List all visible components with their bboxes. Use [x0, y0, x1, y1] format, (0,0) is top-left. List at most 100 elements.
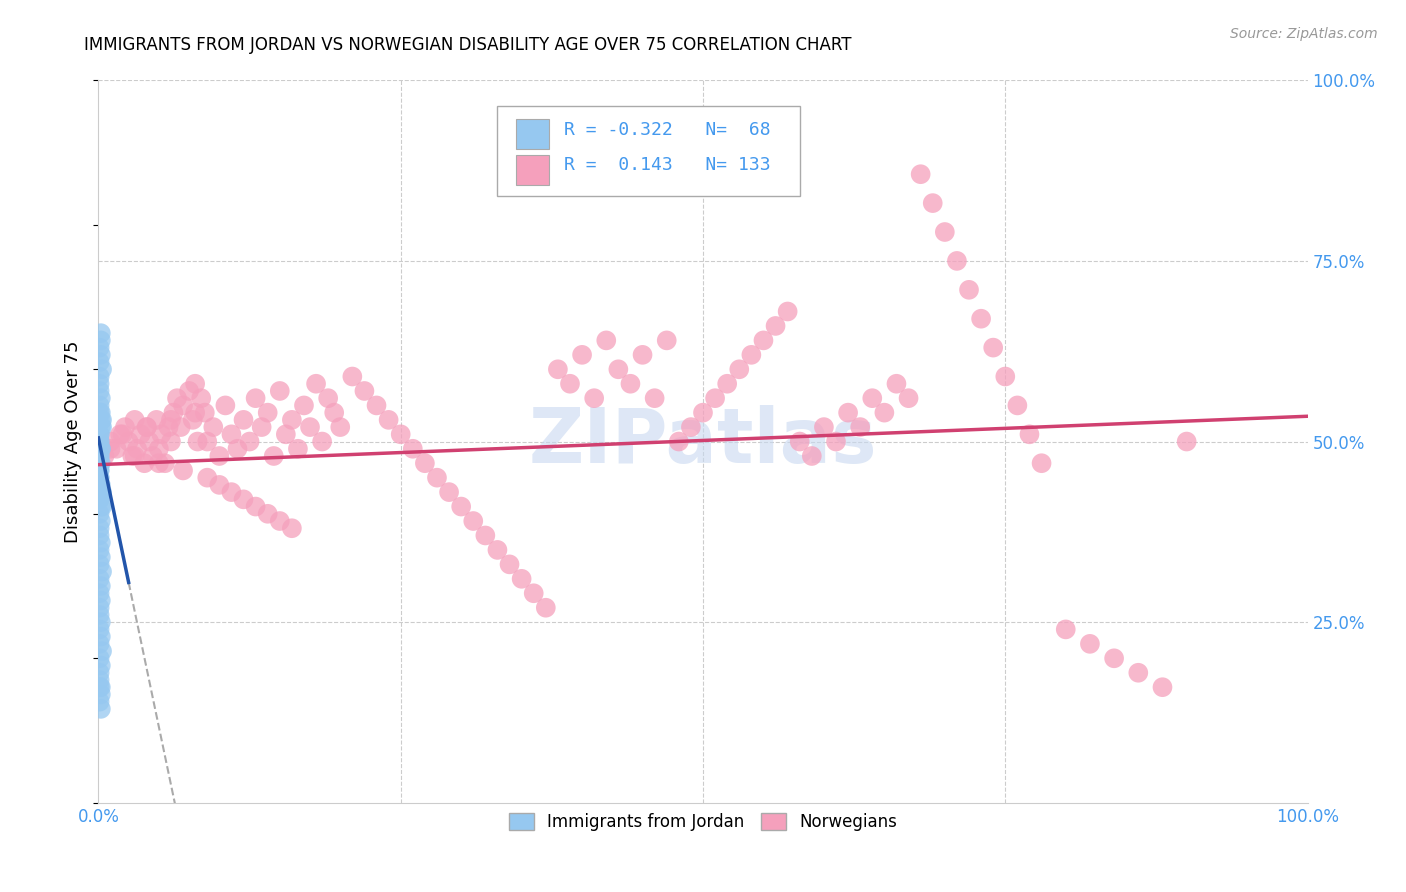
Text: Source: ZipAtlas.com: Source: ZipAtlas.com — [1230, 27, 1378, 41]
Point — [1152, 680, 1174, 694]
Point — [800, 449, 823, 463]
Point — [121, 449, 143, 463]
Point — [558, 376, 581, 391]
Point — [957, 283, 980, 297]
Point — [135, 420, 157, 434]
Point — [89, 478, 111, 492]
Point — [292, 398, 315, 412]
Point — [91, 644, 114, 658]
Point — [994, 369, 1017, 384]
Point — [226, 442, 249, 456]
Point — [89, 680, 111, 694]
Point — [607, 362, 630, 376]
Point — [704, 391, 727, 405]
Point — [89, 607, 111, 622]
Point — [160, 434, 183, 449]
FancyBboxPatch shape — [498, 105, 800, 196]
Point — [91, 485, 114, 500]
Point — [89, 695, 111, 709]
Point — [644, 391, 666, 405]
Point — [316, 391, 339, 405]
Point — [89, 384, 111, 398]
Point — [498, 558, 520, 572]
Point — [190, 391, 212, 405]
Point — [195, 434, 218, 449]
Point — [184, 406, 207, 420]
Point — [90, 413, 112, 427]
Point — [89, 521, 111, 535]
Point — [221, 427, 243, 442]
Text: ZIPatlas: ZIPatlas — [529, 405, 877, 478]
Point — [160, 413, 183, 427]
Point — [100, 442, 122, 456]
Point — [849, 420, 872, 434]
Point — [323, 406, 346, 420]
Point — [921, 196, 943, 211]
Point — [135, 420, 157, 434]
Point — [90, 442, 112, 456]
Point — [342, 369, 364, 384]
Point — [89, 507, 111, 521]
Point — [245, 391, 267, 405]
Point — [89, 651, 111, 665]
Point — [89, 470, 111, 484]
Point — [813, 420, 835, 434]
Point — [353, 384, 375, 398]
Point — [256, 507, 278, 521]
Point — [1007, 398, 1029, 412]
Point — [311, 434, 333, 449]
Point — [142, 449, 165, 463]
Point — [221, 485, 243, 500]
Point — [138, 434, 160, 449]
Point — [105, 442, 128, 456]
Point — [450, 500, 472, 514]
Point — [179, 384, 201, 398]
Point — [728, 362, 751, 376]
Point — [90, 500, 112, 514]
Point — [90, 550, 112, 565]
Point — [90, 579, 112, 593]
Point — [1018, 427, 1040, 442]
Point — [263, 449, 285, 463]
Point — [437, 485, 460, 500]
Point — [214, 398, 236, 412]
Point — [208, 449, 231, 463]
Point — [91, 362, 114, 376]
Point — [232, 492, 254, 507]
Point — [169, 420, 191, 434]
Point — [946, 253, 969, 268]
Point — [111, 427, 134, 442]
Y-axis label: Disability Age Over 75: Disability Age Over 75 — [65, 340, 83, 543]
Point — [172, 463, 194, 477]
Point — [89, 434, 111, 449]
Point — [124, 449, 146, 463]
Point — [269, 514, 291, 528]
Point — [305, 376, 328, 391]
Point — [679, 420, 702, 434]
Point — [89, 623, 111, 637]
Point — [89, 470, 111, 484]
Point — [90, 702, 112, 716]
Point — [181, 413, 204, 427]
Point — [90, 442, 112, 456]
Point — [631, 348, 654, 362]
Point — [825, 434, 848, 449]
Point — [426, 470, 449, 484]
Point — [157, 420, 180, 434]
Point — [91, 413, 114, 427]
Point — [837, 406, 859, 420]
Point — [89, 341, 111, 355]
Point — [148, 456, 170, 470]
Point — [90, 514, 112, 528]
Point — [145, 413, 167, 427]
Point — [89, 376, 111, 391]
Point — [765, 318, 787, 333]
Point — [89, 427, 111, 442]
Point — [91, 500, 114, 514]
Point — [970, 311, 993, 326]
Point — [89, 456, 111, 470]
Point — [89, 572, 111, 586]
Point — [93, 449, 115, 463]
Point — [89, 558, 111, 572]
Point — [463, 514, 485, 528]
